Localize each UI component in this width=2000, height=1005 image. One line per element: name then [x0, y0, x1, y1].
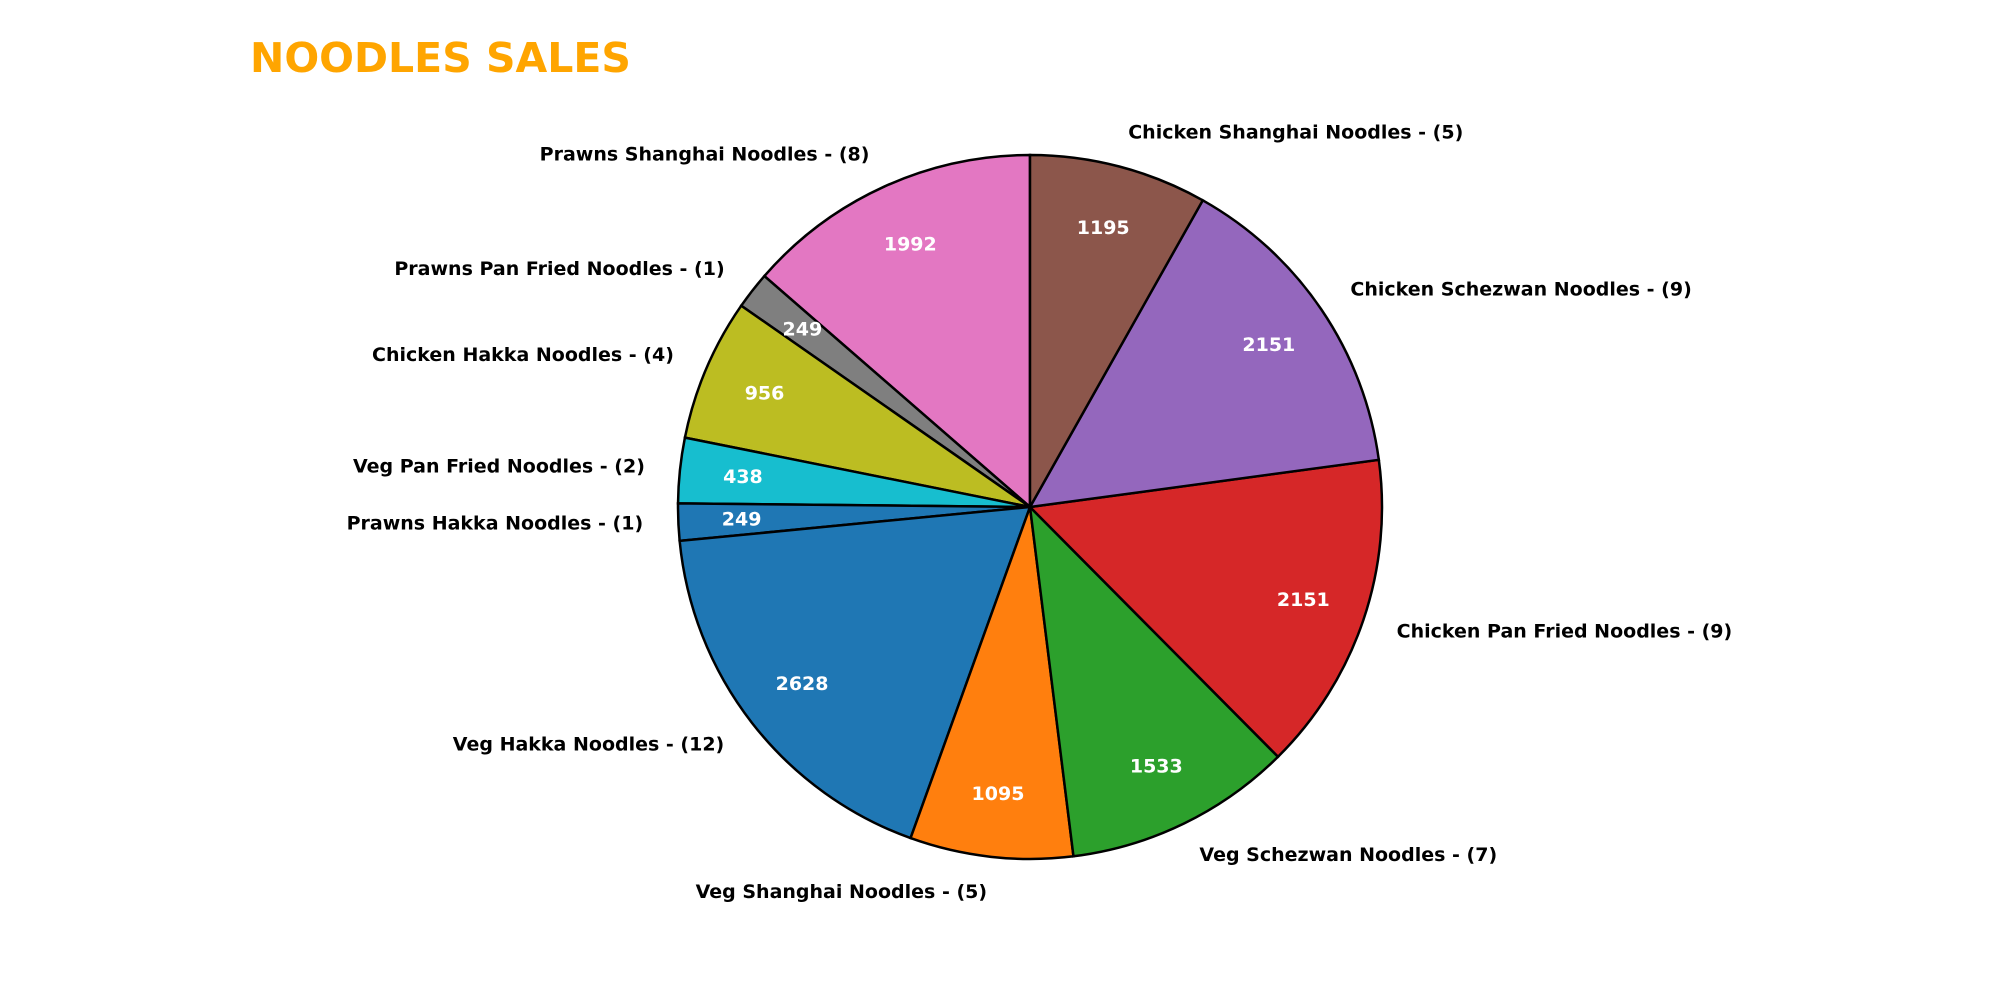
chart-title: NOODLES SALES: [250, 34, 631, 82]
pie-slice-veg-schezwan-noodles: [1028, 503, 1280, 858]
category-label-veg-schezwan-noodles: Veg Schezwan Noodles - (7): [1199, 844, 1497, 866]
value-label-chicken-pan-fried-noodles: 2151: [1277, 589, 1330, 611]
value-label-veg-schezwan-noodles: 1533: [1130, 756, 1183, 778]
pie-slice-veg-shanghai-noodles: [908, 506, 1075, 861]
pie-slice-chicken-schezwan-noodles: [1027, 198, 1381, 509]
category-label-chicken-schezwan-noodles: Chicken Schezwan Noodles - (9): [1350, 279, 1691, 301]
category-label-veg-shanghai-noodles: Veg Shanghai Noodles - (5): [696, 881, 987, 903]
value-label-veg-hakka-noodles: 2628: [776, 673, 829, 695]
value-labels-layer: 1992 249 956 438 249 2628 1095 1533 2151 2151 1195: [722, 217, 1330, 805]
category-label-veg-hakka-noodles: Veg Hakka Noodles - (12): [453, 734, 724, 756]
category-label-prawns-shanghai-noodles: Prawns Shanghai Noodles - (8): [540, 144, 870, 166]
value-label-prawns-pan-fried-noodles: 249: [783, 319, 823, 341]
category-label-prawns-hakka-noodles: Prawns Hakka Noodles - (1): [347, 513, 644, 535]
category-label-prawns-pan-fried-noodles: Prawns Pan Fried Noodles - (1): [394, 258, 724, 280]
value-label-chicken-shanghai-noodles: 1195: [1077, 217, 1130, 239]
slices-layer: [676, 153, 1384, 861]
pie-slice-chicken-hakka-noodles: [683, 303, 1031, 509]
value-label-veg-shanghai-noodles: 1095: [972, 783, 1025, 805]
pie-slice-veg-hakka-noodles: [678, 505, 1032, 840]
category-label-veg-pan-fried-noodles: Veg Pan Fried Noodles - (2): [353, 456, 645, 478]
pie-slice-prawns-shanghai-noodles: [762, 153, 1032, 510]
value-label-chicken-hakka-noodles: 956: [745, 383, 785, 405]
category-label-chicken-pan-fried-noodles: Chicken Pan Fried Noodles - (9): [1397, 620, 1733, 642]
pie-slice-chicken-pan-fried-noodles: [1027, 458, 1384, 759]
pie-slice-chicken-shanghai-noodles: [1028, 153, 1205, 512]
category-label-chicken-shanghai-noodles: Chicken Shanghai Noodles - (5): [1128, 121, 1463, 143]
value-label-prawns-hakka-noodles: 249: [722, 508, 762, 530]
category-labels-layer: Prawns Shanghai Noodles - (8) Prawns Pan …: [347, 121, 1733, 902]
value-label-chicken-schezwan-noodles: 2151: [1242, 334, 1295, 356]
value-label-prawns-shanghai-noodles: 1992: [884, 233, 937, 255]
value-label-veg-pan-fried-noodles: 438: [723, 466, 763, 488]
category-label-chicken-hakka-noodles: Chicken Hakka Noodles - (4): [372, 344, 674, 366]
